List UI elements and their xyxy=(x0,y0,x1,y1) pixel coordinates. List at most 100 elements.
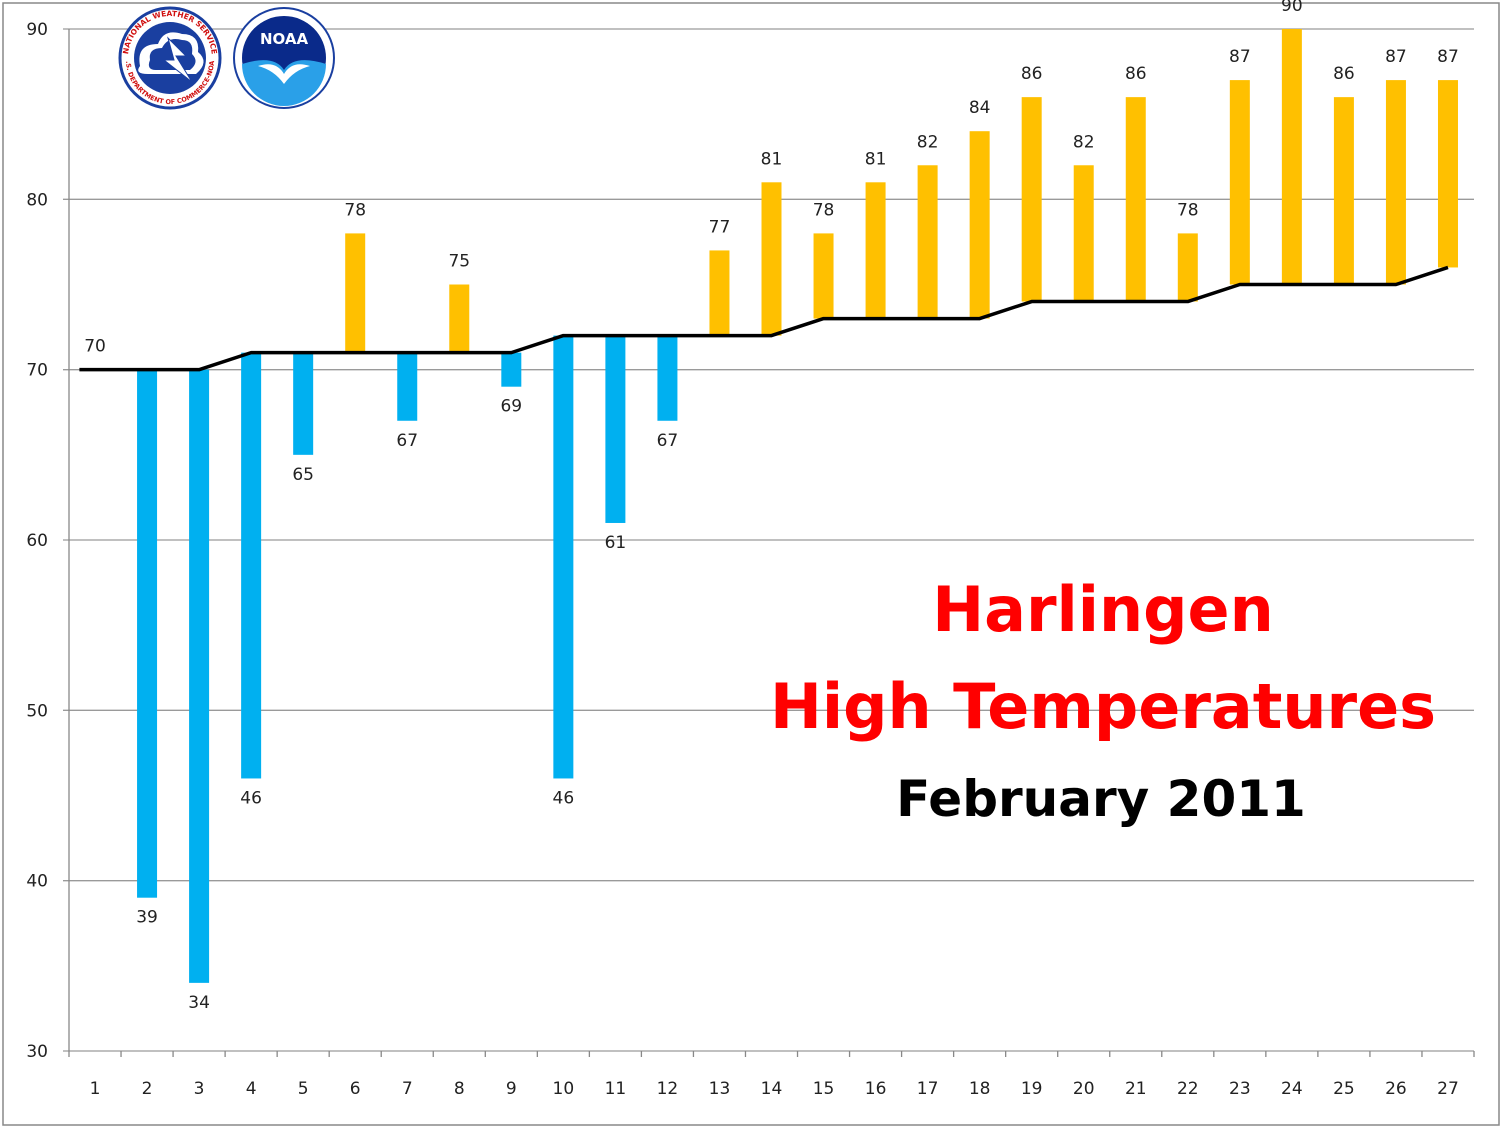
data-label: 78 xyxy=(344,200,366,220)
bar-day-20 xyxy=(1073,165,1094,302)
x-tick-label: 14 xyxy=(761,1079,783,1099)
y-tick-label: 60 xyxy=(26,531,48,551)
chart-title-period: February 2011 xyxy=(896,770,1306,828)
x-tick-label: 6 xyxy=(350,1079,361,1099)
bar-day-22 xyxy=(1177,233,1198,302)
bar-day-14 xyxy=(761,182,782,336)
x-tick-label: 21 xyxy=(1125,1079,1147,1099)
y-tick-labels: 30 40 50 60 70 80 90 xyxy=(26,20,48,1062)
x-tick-label: 1 xyxy=(90,1079,101,1099)
data-label: 86 xyxy=(1021,64,1043,84)
bars xyxy=(85,29,1458,983)
x-tick-label: 8 xyxy=(454,1079,465,1099)
x-tick-label: 3 xyxy=(194,1079,205,1099)
y-tick-label: 70 xyxy=(26,361,48,381)
bar-day-10 xyxy=(553,335,574,779)
data-label: 86 xyxy=(1333,64,1355,84)
bar-day-25 xyxy=(1333,97,1354,285)
x-tick-label: 7 xyxy=(402,1079,413,1099)
bar-day-27 xyxy=(1437,80,1458,268)
axes xyxy=(68,29,1475,1057)
data-label: 67 xyxy=(396,431,418,451)
bar-day-9 xyxy=(501,352,522,387)
data-label: 78 xyxy=(813,200,835,220)
x-tick-label: 2 xyxy=(142,1079,153,1099)
data-labels: 70 39 34 46 65 78 67 75 69 46 61 67 77 81 78 81 82 84 86 82… xyxy=(84,0,1459,1013)
data-label: 87 xyxy=(1385,47,1407,67)
data-label: 75 xyxy=(448,252,470,272)
x-tick-label: 9 xyxy=(506,1079,517,1099)
data-label: 87 xyxy=(1437,47,1459,67)
data-label: 77 xyxy=(709,217,731,237)
bar-day-2 xyxy=(137,369,158,898)
bar-day-23 xyxy=(1229,80,1250,285)
bar-day-19 xyxy=(1021,97,1042,302)
x-tick-label: 12 xyxy=(657,1079,679,1099)
bar-day-5 xyxy=(293,352,314,455)
x-tick-label: 5 xyxy=(298,1079,309,1099)
bar-day-7 xyxy=(397,352,418,421)
data-label: 81 xyxy=(865,149,887,169)
x-tick-labels: 1 2 3 4 5 6 7 8 9 10 11 12 13 14 15 16 17 18 19 20 21 22 23 24 2… xyxy=(90,1079,1459,1099)
normal-high-line xyxy=(79,265,1449,372)
data-label: 82 xyxy=(1073,132,1095,152)
y-tick-label: 50 xyxy=(26,701,48,721)
data-label: 86 xyxy=(1125,64,1147,84)
bar-day-11 xyxy=(605,335,626,523)
bar-day-16 xyxy=(865,182,886,319)
x-tick-label: 16 xyxy=(865,1079,887,1099)
x-tick-label: 18 xyxy=(969,1079,991,1099)
bar-day-15 xyxy=(813,233,834,319)
bar-day-12 xyxy=(657,335,678,421)
x-tick-label: 17 xyxy=(917,1079,939,1099)
x-tick-label: 13 xyxy=(709,1079,731,1099)
bar-day-17 xyxy=(917,165,938,319)
data-label: 46 xyxy=(553,788,575,808)
data-label: 82 xyxy=(917,132,939,152)
data-label: 65 xyxy=(292,465,314,485)
data-label: 61 xyxy=(605,533,627,553)
noaa-logo-text: NOAA xyxy=(260,30,309,48)
chart-title-city: Harlingen xyxy=(932,573,1274,646)
bar-day-13 xyxy=(709,250,730,336)
data-label: 69 xyxy=(500,397,522,417)
x-tick-label: 20 xyxy=(1073,1079,1095,1099)
x-tick-label: 11 xyxy=(605,1079,627,1099)
x-tick-label: 27 xyxy=(1437,1079,1459,1099)
data-label: 81 xyxy=(761,149,783,169)
x-tick-label: 19 xyxy=(1021,1079,1043,1099)
bar-day-3 xyxy=(189,369,210,983)
noaa-logo: NOAA xyxy=(233,7,335,109)
bar-day-4 xyxy=(241,352,262,779)
y-tick-label: 90 xyxy=(26,20,48,40)
x-tick-label: 23 xyxy=(1229,1079,1251,1099)
bar-day-26 xyxy=(1385,80,1406,285)
x-tick-label: 15 xyxy=(813,1079,835,1099)
bar-day-24 xyxy=(1281,29,1302,285)
x-tick-label: 26 xyxy=(1385,1079,1407,1099)
x-tick-label: 4 xyxy=(246,1079,257,1099)
x-tick-label: 25 xyxy=(1333,1079,1355,1099)
x-tick-label: 22 xyxy=(1177,1079,1199,1099)
data-label: 90 xyxy=(1281,0,1303,16)
x-tick-label: 24 xyxy=(1281,1079,1303,1099)
data-label: 70 xyxy=(84,337,106,357)
data-label: 46 xyxy=(240,788,262,808)
x-tick-label: 10 xyxy=(553,1079,575,1099)
data-label: 67 xyxy=(657,431,679,451)
y-tick-label: 40 xyxy=(26,872,48,892)
y-tick-label: 80 xyxy=(26,190,48,210)
data-label: 78 xyxy=(1177,200,1199,220)
data-label: 87 xyxy=(1229,47,1251,67)
bar-day-21 xyxy=(1125,97,1146,302)
nws-logo: NATIONAL WEATHER SERVICE U.S. DEPARTMENT… xyxy=(118,6,222,110)
data-label: 84 xyxy=(969,98,991,118)
bar-day-6 xyxy=(345,233,366,353)
data-label: 34 xyxy=(188,993,210,1013)
bar-day-18 xyxy=(969,131,990,319)
normal-line-group xyxy=(79,265,1449,372)
bar-day-8 xyxy=(449,284,470,353)
y-tick-label: 30 xyxy=(26,1042,48,1062)
